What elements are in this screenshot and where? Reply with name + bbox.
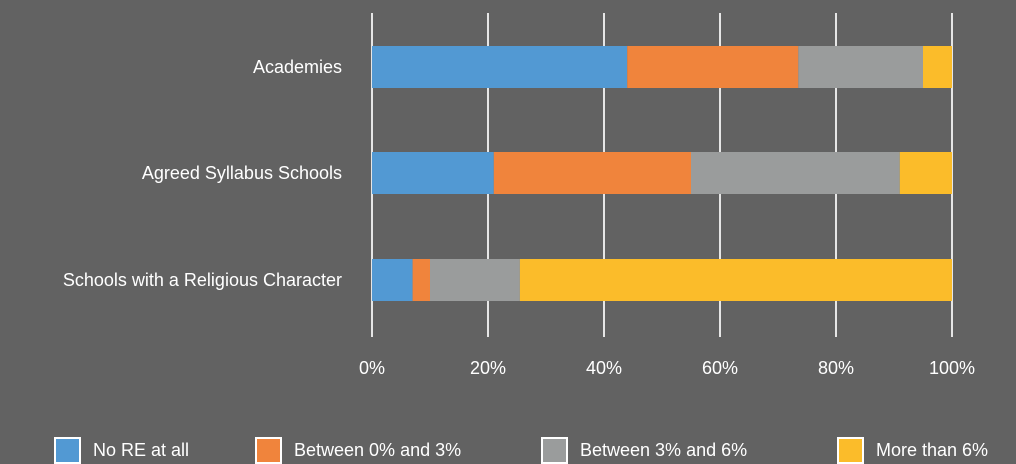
bar-segment bbox=[430, 259, 520, 301]
category-label: Agreed Syllabus Schools bbox=[142, 163, 342, 183]
bar-segment bbox=[493, 152, 691, 194]
legend-item-more-6: More than 6% bbox=[837, 432, 989, 464]
bar-segment bbox=[412, 259, 430, 301]
category-label: Academies bbox=[253, 57, 342, 77]
legend-label-no-re: No RE at all bbox=[93, 440, 190, 460]
bar-segment bbox=[923, 46, 952, 88]
x-tick-label: 80% bbox=[818, 358, 854, 378]
x-tick-label: 60% bbox=[702, 358, 738, 378]
bar-segment bbox=[372, 46, 628, 88]
legend-item-0-3: Between 0% and 3% bbox=[255, 432, 462, 464]
bar-segment bbox=[691, 152, 900, 194]
bar-segment bbox=[798, 46, 923, 88]
category-label: Schools with a Religious Character bbox=[63, 270, 342, 290]
legend-label-0-3: Between 0% and 3% bbox=[294, 440, 462, 460]
bar-segment bbox=[372, 259, 413, 301]
legend-swatch-no-re bbox=[54, 437, 81, 464]
stacked-bar-chart: 0% 20% 40% 60% 80% 100% Academies Agreed Syllab… bbox=[63, 13, 975, 378]
bar-segment bbox=[519, 259, 952, 301]
legend-item-3-6: Between 3% and 6% bbox=[541, 432, 748, 464]
bar-segment bbox=[899, 152, 952, 194]
legend-swatch-0-3 bbox=[255, 437, 282, 464]
x-tick-label: 0% bbox=[359, 358, 385, 378]
bar-segment bbox=[627, 46, 799, 88]
legend-label-3-6: Between 3% and 6% bbox=[580, 440, 748, 460]
legend-item-no-re: No RE at all bbox=[54, 432, 190, 464]
x-tick-label: 40% bbox=[586, 358, 622, 378]
legend-label-more-6: More than 6% bbox=[876, 440, 989, 460]
bar-segment bbox=[372, 152, 494, 194]
x-tick-label: 20% bbox=[470, 358, 506, 378]
legend-swatch-more-6 bbox=[837, 437, 864, 464]
legend-swatch-3-6 bbox=[541, 437, 568, 464]
x-tick-label: 100% bbox=[929, 358, 975, 378]
legend: No RE at all Between 0% and 3% Between 3… bbox=[0, 432, 1016, 464]
